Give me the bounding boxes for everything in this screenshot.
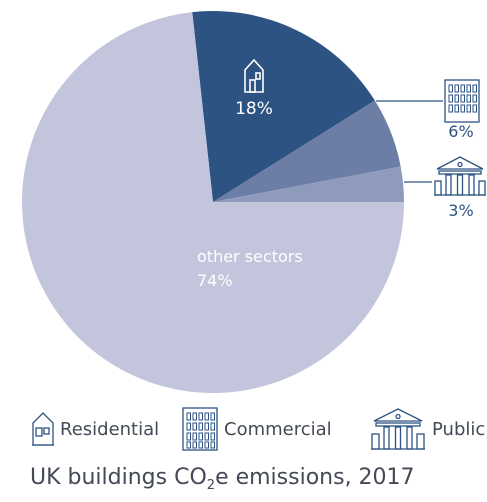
chart-title-prefix: UK buildings CO — [30, 465, 207, 490]
other-sectors-label: other sectors — [197, 247, 303, 266]
pie-slice-residential — [192, 11, 375, 203]
other-sectors-value-label: 74% — [197, 271, 233, 290]
office-building-icon — [182, 407, 218, 451]
chart-title-suffix: e emissions, 2017 — [215, 465, 415, 490]
pie-slice-other-sectors — [22, 12, 405, 394]
office-building-icon — [444, 79, 480, 123]
public-building-icon — [371, 408, 425, 450]
residential-slice-label: 18% — [235, 58, 273, 119]
legend-label-commercial: Commercial — [224, 418, 332, 440]
public-building-icon — [434, 156, 486, 196]
public-callout: 3% — [404, 156, 486, 220]
legend-item-commercial: Commercial — [182, 404, 332, 454]
legend-item-residential: Residential — [32, 404, 159, 454]
public-value-label: 3% — [448, 201, 473, 220]
legend-label-public: Public — [432, 418, 486, 440]
legend-label-residential: Residential — [60, 418, 160, 440]
chart-title: UK buildings CO2e emissions, 2017 — [30, 465, 415, 493]
pie-slice-public — [213, 166, 404, 202]
pie-slice-commercial — [213, 100, 401, 202]
commercial-value-label: 6% — [448, 122, 473, 141]
legend: Residential Commercial Public — [0, 404, 487, 454]
commercial-callout: 6% — [376, 79, 480, 141]
house-icon — [244, 58, 264, 93]
residential-value-label: 18% — [235, 99, 273, 119]
house-icon — [32, 412, 54, 446]
chart-title-subscript: 2 — [206, 478, 216, 493]
legend-item-public: Public — [370, 404, 485, 454]
pie-slices — [22, 11, 405, 394]
